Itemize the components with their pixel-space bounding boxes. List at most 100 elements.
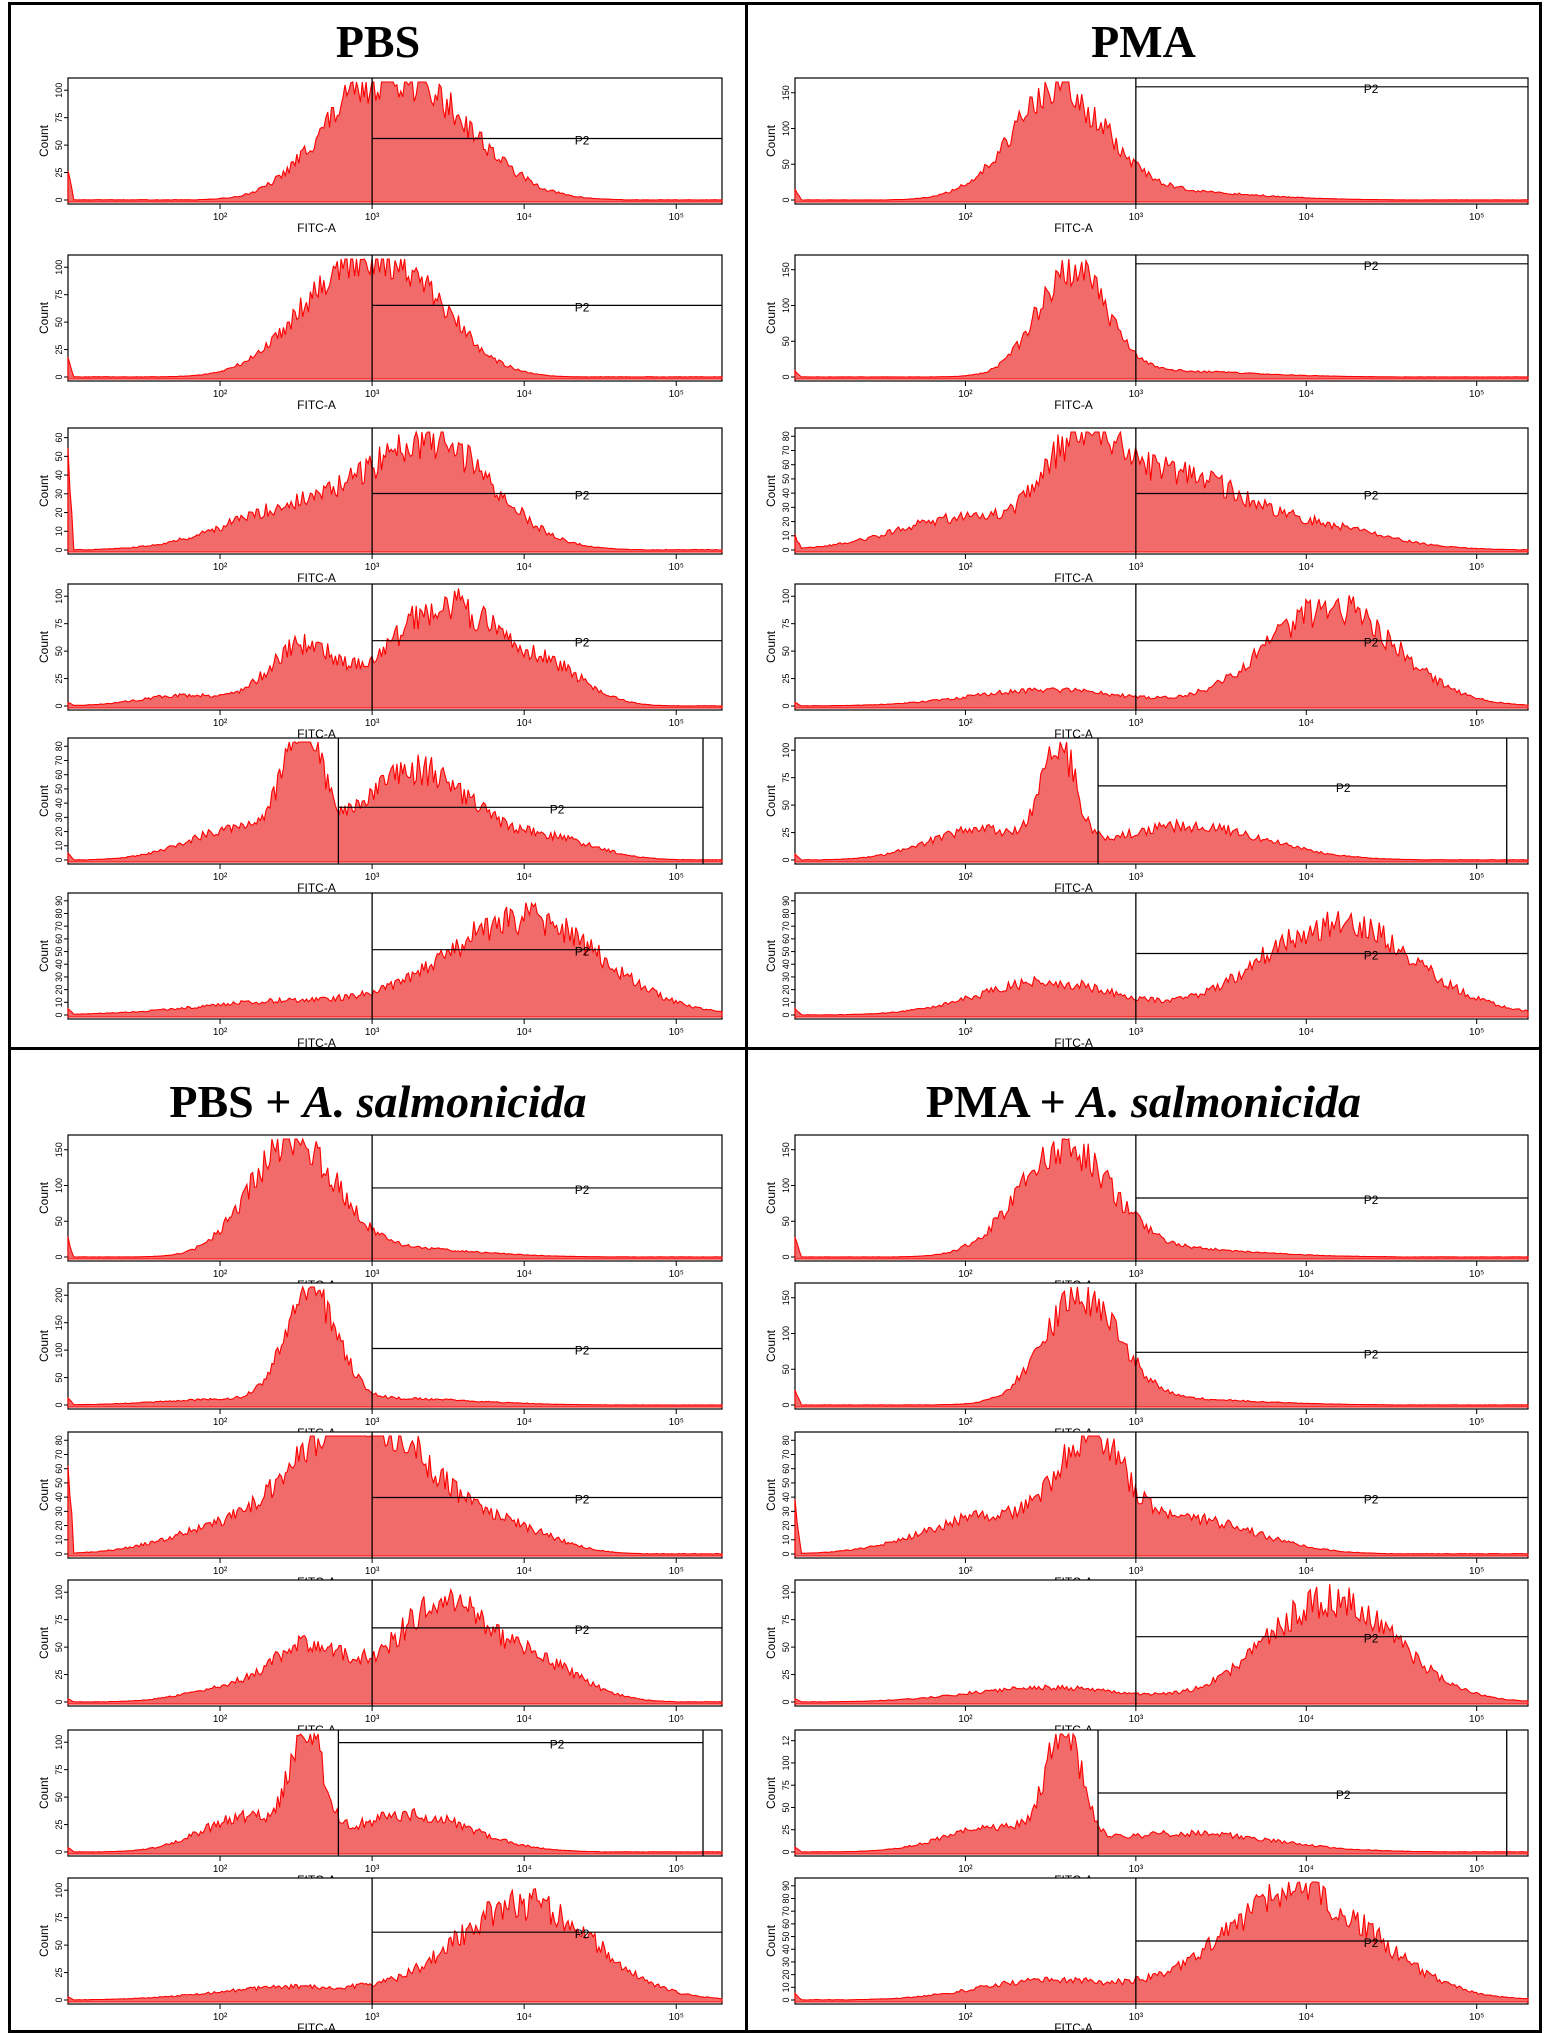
y-tick-label: 100 bbox=[781, 1326, 791, 1341]
x-tick-label: 10³ bbox=[365, 2012, 380, 2023]
y-tick-label: 70 bbox=[781, 921, 791, 931]
y-axis-label: Count bbox=[764, 301, 778, 334]
x-tick-label: 10⁵ bbox=[669, 1269, 684, 1280]
x-tick-label: 10² bbox=[958, 1269, 973, 1280]
x-tick-label: 10³ bbox=[1129, 389, 1144, 400]
gate-label: P2 bbox=[1364, 1936, 1379, 1950]
y-axis-label: Count bbox=[764, 630, 778, 663]
histogram-plot: P210²10³10⁴10⁵FITC-A01020304050607080Cou… bbox=[37, 738, 722, 895]
y-tick-label: 0 bbox=[54, 1849, 64, 1854]
y-tick-label: 100 bbox=[781, 298, 791, 313]
y-tick-label: 0 bbox=[54, 857, 64, 862]
x-axis-label: FITC-A bbox=[297, 2021, 336, 2033]
x-tick-label: 10⁵ bbox=[1469, 2012, 1484, 2023]
y-tick-label: 50 bbox=[54, 140, 64, 150]
y-tick-label: 20 bbox=[54, 827, 64, 837]
y-axis-label: Count bbox=[37, 1181, 51, 1214]
y-tick-label: 100 bbox=[54, 1585, 64, 1600]
gate-label: P2 bbox=[575, 133, 590, 147]
y-axis-label: Count bbox=[764, 784, 778, 817]
x-tick-label: 10³ bbox=[365, 562, 380, 573]
gate-label: P2 bbox=[575, 489, 590, 503]
x-tick-label: 10³ bbox=[365, 1417, 380, 1428]
x-tick-label: 10² bbox=[958, 389, 973, 400]
x-tick-label: 10⁴ bbox=[1299, 389, 1314, 400]
x-axis-label: FITC-A bbox=[297, 398, 336, 412]
y-tick-label: 80 bbox=[54, 741, 64, 751]
x-tick-label: 10² bbox=[213, 2012, 228, 2023]
y-tick-label: 20 bbox=[781, 1970, 791, 1980]
gate-label: P2 bbox=[1364, 1493, 1379, 1507]
gate-label: P2 bbox=[575, 300, 590, 314]
y-axis-label: Count bbox=[764, 474, 778, 507]
y-axis-label: Count bbox=[37, 1626, 51, 1659]
x-tick-label: 10⁵ bbox=[669, 872, 684, 883]
y-tick-label: 0 bbox=[781, 1402, 791, 1407]
y-axis-label: Count bbox=[764, 1478, 778, 1511]
x-tick-label: 10² bbox=[958, 212, 973, 223]
y-axis-label: Count bbox=[37, 1329, 51, 1362]
gate-label: P2 bbox=[575, 1623, 590, 1637]
histogram-plot: P210²10³10⁴10⁵FITC-A0255075100Count bbox=[37, 584, 722, 741]
y-tick-label: 100 bbox=[781, 121, 791, 136]
x-tick-label: 10² bbox=[213, 872, 228, 883]
x-tick-label: 10⁵ bbox=[1469, 562, 1484, 573]
x-tick-label: 10² bbox=[958, 872, 973, 883]
y-tick-label: 100 bbox=[54, 1883, 64, 1898]
y-axis-label: Count bbox=[37, 301, 51, 334]
x-tick-label: 10² bbox=[958, 562, 973, 573]
histogram-plot: P2 10² 10³ 10⁴ 10⁵ FITC-A 0 10 20 30 40 50 60 70 80 90 C… bbox=[764, 1878, 1528, 2033]
histogram-plot: P210²10³10⁴10⁵FITC-A0255075100Count bbox=[764, 1580, 1528, 1737]
histogram-plot: P210²10³10⁴10⁵FITC-A050100150Count bbox=[764, 1135, 1528, 1292]
y-tick-label: 0 bbox=[781, 1551, 791, 1556]
x-tick-label: 10² bbox=[958, 2012, 973, 2023]
y-tick-label: 25 bbox=[54, 168, 64, 178]
x-tick-label: 10⁴ bbox=[516, 2012, 531, 2023]
y-tick-label: 50 bbox=[781, 1642, 791, 1652]
histogram-plot: P210²10³10⁴10⁵FITC-A01020304050607080Cou… bbox=[764, 1432, 1528, 1589]
y-tick-label: 150 bbox=[781, 1142, 791, 1157]
x-tick-label: 10⁵ bbox=[1469, 1027, 1484, 1038]
gate-label: P2 bbox=[1364, 1347, 1379, 1361]
x-tick-label: 10⁵ bbox=[669, 1027, 684, 1038]
y-tick-label: 60 bbox=[54, 433, 64, 443]
y-axis-label: Count bbox=[37, 124, 51, 157]
y-tick-label: 70 bbox=[54, 755, 64, 765]
x-tick-label: 10⁴ bbox=[1299, 1864, 1314, 1875]
y-tick-label: 40 bbox=[781, 959, 791, 969]
x-tick-label: 10⁵ bbox=[1469, 1417, 1484, 1428]
y-tick-label: 75 bbox=[54, 1615, 64, 1625]
y-tick-label: 10 bbox=[781, 1535, 791, 1545]
x-tick-label: 10² bbox=[213, 1864, 228, 1875]
gate-label: P2 bbox=[1364, 489, 1379, 503]
y-tick-label: 30 bbox=[54, 1506, 64, 1516]
x-tick-label: 10³ bbox=[365, 872, 380, 883]
x-tick-label: 10³ bbox=[1129, 1714, 1144, 1725]
y-tick-label: 75 bbox=[54, 290, 64, 300]
y-axis-label: Count bbox=[764, 1329, 778, 1362]
y-tick-label: 50 bbox=[781, 159, 791, 169]
x-tick-label: 10³ bbox=[365, 389, 380, 400]
gate-label: P2 bbox=[1364, 1632, 1379, 1646]
y-axis-label: Count bbox=[37, 1924, 51, 1957]
y-tick-label: 0 bbox=[54, 1551, 64, 1556]
y-axis-label: Count bbox=[764, 1181, 778, 1214]
y-tick-label: 12 bbox=[781, 1736, 791, 1746]
y-tick-label: 100 bbox=[54, 260, 64, 275]
x-tick-label: 10⁴ bbox=[1299, 562, 1314, 573]
gate-label: P2 bbox=[575, 945, 590, 959]
y-tick-label: 0 bbox=[781, 547, 791, 552]
x-tick-label: 10³ bbox=[365, 1269, 380, 1280]
x-tick-label: 10⁴ bbox=[516, 1714, 531, 1725]
x-tick-label: 10² bbox=[958, 1417, 973, 1428]
x-tick-label: 10⁴ bbox=[1299, 872, 1314, 883]
y-tick-label: 50 bbox=[781, 800, 791, 810]
y-tick-label: 50 bbox=[781, 1364, 791, 1374]
x-tick-label: 10² bbox=[213, 1417, 228, 1428]
x-tick-label: 10⁵ bbox=[669, 389, 684, 400]
x-tick-label: 10² bbox=[213, 1714, 228, 1725]
y-tick-label: 20 bbox=[54, 985, 64, 995]
